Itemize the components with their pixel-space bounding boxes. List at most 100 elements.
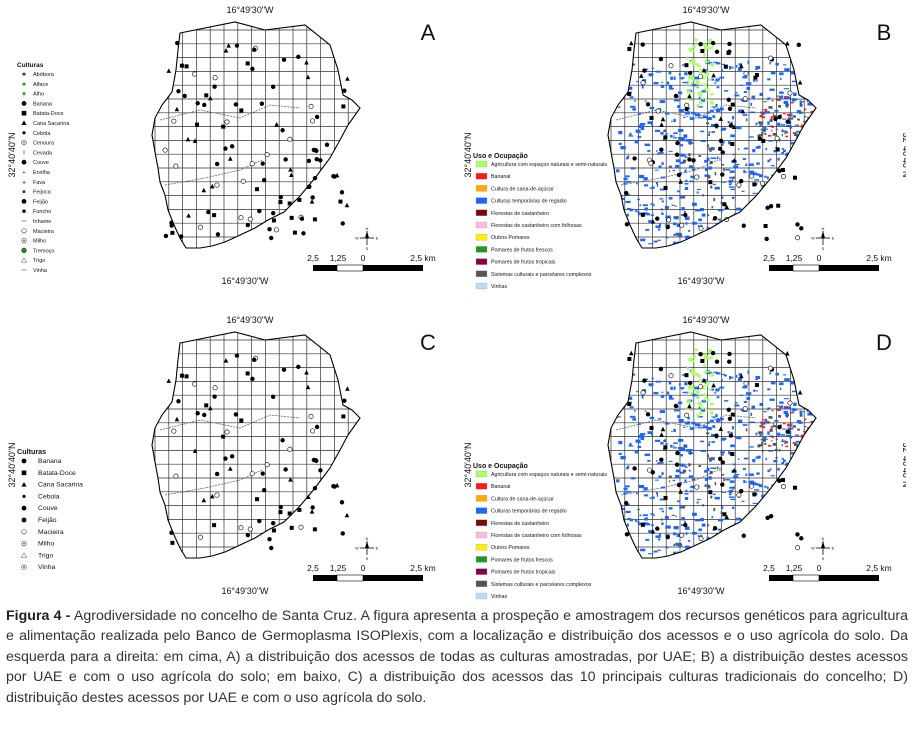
panel-letter: A [421, 20, 436, 45]
coord-left-label: 32°40'40"N [7, 442, 17, 487]
legend-swatch [475, 221, 488, 229]
scale-label-left: 2,5 [307, 253, 319, 263]
north-label: N [366, 226, 369, 231]
map-a-svg: A 16°49'30"W 16°49'30"W 32°40'40"N Culturas ✱… [7, 5, 436, 286]
legend-item-label: Feijoca [33, 190, 52, 196]
legend-swatch [475, 197, 488, 204]
legend-title: Uso e Ocupação [473, 463, 528, 470]
legend-item-label: Outros Pomares [491, 545, 530, 551]
legend-swatch [475, 483, 488, 490]
scale-label-zero: 0 [817, 563, 822, 573]
map-legend: Uso e Ocupação Agricultura com espaços na… [473, 153, 607, 290]
island-area [152, 332, 360, 558]
legend-item-label: Vinha [33, 268, 48, 274]
legend-item-label: Banana [33, 101, 53, 107]
scale-label-mid: 1,25 [330, 563, 347, 573]
coord-right-label: 32°40'40"N [901, 132, 906, 177]
legend-item-label: Milho [38, 541, 54, 548]
map-panel-a: A 16°49'30"W 16°49'30"W 32°40'40"N Culturas ✱… [0, 0, 450, 300]
west-label: W [355, 236, 359, 241]
coord-left-label: 32°40'40"N [463, 442, 473, 487]
legend-star-icon: ✱ [22, 92, 26, 98]
scale-label-mid: 1,25 [330, 253, 347, 263]
caption-label: Figura 4 - [6, 608, 71, 624]
map-panel-d: D 16°49'30"W 16°49'30"W 32°40'40"N 32°40'40"… [456, 310, 906, 610]
panel-letter: C [420, 330, 436, 355]
legend-item-label: Trigo [38, 552, 53, 559]
legend-item-label: Vinhas [491, 594, 507, 600]
legend-item-label: Cevada [33, 150, 53, 156]
legend-swatch [475, 507, 488, 514]
panel-letter: B [877, 20, 892, 45]
legend-item-label: Cana Sacarina [33, 121, 70, 127]
legend-item-label: Tremoço [33, 248, 55, 254]
north-label: N [822, 226, 825, 231]
map-b-svg: B 16°49'30"W 16°49'30"W 32°40'40"N 32°40'40"… [463, 5, 906, 290]
south-label: S [366, 556, 369, 561]
legend-item-label: Vinha [38, 564, 55, 571]
legend-item-label: Feijão [38, 517, 57, 524]
island-area [608, 332, 816, 558]
map-legend: Culturas ✱ Abóbora ✱ Alface ✱ Alho Banana Batata… [17, 62, 70, 274]
east-label: E [376, 546, 379, 551]
scale-label-right: 2,5 km [410, 563, 436, 573]
legend-item-label: Alho [33, 92, 44, 98]
legend-item-label: Pomares de frutos tropicais [491, 260, 556, 266]
legend-plus-icon: + [23, 170, 26, 176]
legend-item-label: Pomares de frutos frescos [491, 247, 553, 253]
legend-swatch [475, 470, 488, 478]
coord-left-label: 32°40'40"N [463, 132, 473, 177]
east-label: E [376, 236, 379, 241]
legend-swatch [475, 580, 488, 587]
legend-item-label: Couve [33, 160, 49, 166]
legend-item-label: Agricultura com espaços naturais e semi-… [491, 472, 607, 478]
north-label: N [822, 536, 825, 541]
island-outline [151, 331, 361, 559]
scale-label-mid: 1,25 [786, 563, 803, 573]
north-arrow-icon: N S E W [355, 226, 379, 251]
legend-swatch [475, 270, 488, 277]
west-label: W [355, 546, 359, 551]
legend-item-label: Sistemas culturais e parcelares complexo… [491, 582, 592, 588]
scale-label-right: 2,5 km [410, 253, 436, 263]
legend-item-label: Bananal [491, 174, 510, 180]
west-label: W [811, 236, 815, 241]
legend-item-label: Culturas temporárias de regadio [491, 199, 567, 205]
coord-bottom-label: 16°49'30"W [677, 276, 725, 286]
coord-top-label: 16°49'30"W [682, 315, 730, 325]
scale-label-left: 2,5 [307, 563, 319, 573]
legend-swatch [475, 234, 488, 241]
legend-swatch [475, 556, 488, 563]
legend-item-label: Trigo [33, 258, 45, 264]
scale-bar: 2,5 1,25 0 2,5 km [307, 253, 436, 272]
legend-title: Culturas [17, 62, 44, 69]
legend-swatch [475, 160, 488, 168]
legend-item-label: Couve [38, 505, 58, 512]
legend-item-label: Abóbora [33, 72, 55, 78]
map-panel-b: B 16°49'30"W 16°49'30"W 32°40'40"N 32°40'40"… [456, 0, 906, 300]
scale-label-zero: 0 [817, 253, 822, 263]
legend-swatch [475, 209, 488, 216]
legend-item-label: Florestas de castanheiro com folhosas [491, 533, 582, 539]
legend-item-label: Culturas temporárias de regadio [491, 509, 567, 515]
legend-star-icon: ✱ [22, 190, 26, 196]
legend-swatch [475, 544, 488, 551]
legend-item-label: Florestas de castanheiro [491, 521, 549, 527]
island-outline [607, 21, 817, 249]
map-c-svg: C 16°49'30"W 16°49'30"W 32°40'40"N Culturas B… [7, 315, 436, 596]
legend-item-label: Ervilha [33, 170, 51, 176]
legend-item-label: Macieira [33, 229, 55, 235]
legend-item-label: Vinhas [491, 284, 507, 290]
legend-star-icon: ✱ [22, 72, 26, 78]
legend-plus-icon: + [22, 179, 26, 186]
legend-swatch [475, 592, 488, 600]
map-panel-c: C 16°49'30"W 16°49'30"W 32°40'40"N Culturas B… [0, 310, 450, 610]
scale-label-mid: 1,25 [786, 253, 803, 263]
map-legend: Culturas Banana Batata-Doce Cana Sacarina Ce… [17, 447, 83, 571]
scale-label-left: 2,5 [763, 563, 775, 573]
legend-swatch [475, 282, 488, 290]
north-label: N [366, 536, 369, 541]
legend-item-label: Cana Sacarina [38, 482, 83, 489]
scale-bar: 2,5 1,25 0 2,5 km [763, 563, 892, 582]
legend-item-label: Alface [33, 82, 48, 88]
